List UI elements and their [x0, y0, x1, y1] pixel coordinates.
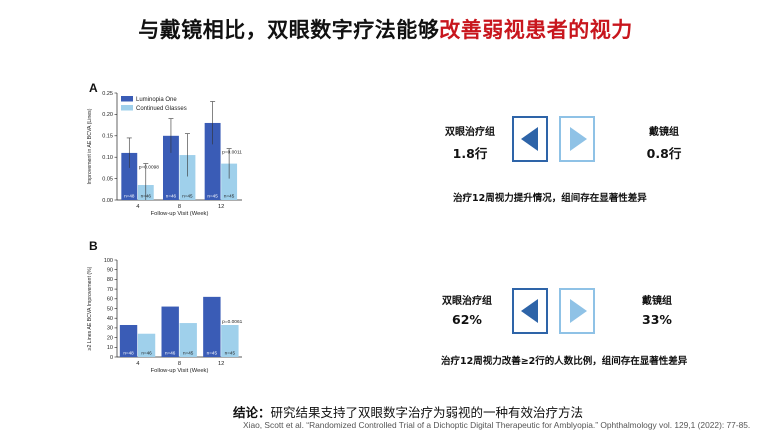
bar-glasses: [179, 323, 197, 357]
title-main: 与戴镜相比，双眼数字疗法能够: [138, 18, 440, 42]
arrow-pair-2: [512, 288, 597, 334]
y-tick-label: 100: [104, 258, 113, 264]
y-axis-label: Improvement in AE BCVA (Lines): [87, 108, 93, 184]
glasses-value-2: 33%: [642, 312, 672, 327]
legend-swatch: [121, 105, 133, 111]
bar-luminopia: [163, 135, 179, 200]
y-tick-label: 0.00: [102, 198, 113, 204]
n-label: n=48: [124, 194, 135, 199]
y-tick-label: 40: [107, 316, 113, 322]
y-tick-label: 0.15: [102, 134, 113, 140]
p-value-label: p=0.0061: [222, 319, 242, 325]
glasses-group-2: 戴镜组 33%: [617, 292, 697, 327]
right-arrow-icon: [559, 116, 595, 162]
y-tick-label: 50: [107, 306, 113, 312]
x-tick-label: 12: [218, 204, 224, 210]
n-label: n=45: [183, 351, 194, 356]
y-tick-label: 0.25: [102, 91, 113, 97]
bar-glasses: [221, 324, 239, 357]
n-label: n=45: [182, 194, 193, 199]
bar-luminopia: [119, 324, 138, 357]
dichoptic-value-2: 62%: [452, 312, 482, 327]
citation: Xiao, Scott et al. “Randomized Controlle…: [243, 420, 751, 430]
n-label: n=46: [141, 351, 152, 356]
legend-label: Continued Glasses: [136, 106, 187, 112]
x-tick-label: 8: [178, 204, 181, 210]
dichoptic-group-2: 双眼治疗组 62%: [427, 292, 507, 327]
y-tick-label: 0.20: [102, 112, 113, 118]
p-value-label: p=0.0011: [222, 150, 242, 156]
n-label: n=45: [207, 351, 218, 356]
legend-swatch: [121, 96, 133, 102]
right-arrow-icon: [559, 288, 595, 334]
n-label: n=46: [166, 194, 177, 199]
dichoptic-group-1: 双眼治疗组 1.8行: [430, 123, 510, 162]
note-2: 治疗12周视力改善≥2行的人数比例，组间存在显著性差异: [441, 356, 688, 367]
y-tick-label: 60: [107, 297, 113, 303]
bar-luminopia: [161, 306, 179, 357]
chart-b: ≥2 Lines AE BCVA Improvement (%) 0 10 20 30 4…: [87, 258, 243, 374]
x-tick-label: 4: [136, 204, 140, 210]
x-tick-label: 8: [178, 361, 181, 367]
glasses-group-1: 戴镜组 0.8行: [624, 123, 704, 162]
y-tick-label: 80: [107, 277, 113, 283]
glasses-label-2: 戴镜组: [642, 296, 672, 307]
conclusion-text: 研究结果支持了双眼数字治疗为弱视的一种有效治疗方法: [270, 405, 584, 420]
bar-luminopia: [203, 296, 221, 357]
bar-glasses: [221, 163, 238, 200]
conclusion-label: 结论：: [233, 405, 271, 420]
legend-label: Luminopia One: [136, 97, 177, 103]
y-tick-label: 0.10: [102, 155, 113, 161]
y-tick-label: 20: [107, 335, 113, 341]
n-label: n=46: [165, 351, 176, 356]
x-axis-label: Follow-up Visit (Week): [151, 368, 209, 374]
panel-a-letter: A: [89, 81, 98, 95]
n-label: n=45: [224, 194, 235, 199]
left-arrow-icon: [512, 288, 548, 334]
y-tick-label: 70: [107, 287, 113, 293]
bar-glasses: [179, 155, 196, 200]
bar-luminopia: [204, 122, 221, 200]
glasses-label-1: 戴镜组: [649, 127, 679, 138]
x-tick-label: 4: [136, 361, 140, 367]
y-tick-label: 90: [107, 268, 113, 274]
y-tick-label: 0.05: [102, 176, 113, 182]
glasses-value-1: 0.8行: [646, 146, 682, 161]
conclusion: 结论：研究结果支持了双眼数字治疗为弱视的一种有效治疗方法: [233, 402, 583, 421]
slide-title: 与戴镜相比，双眼数字疗法能够改善弱视患者的视力: [0, 14, 771, 44]
bar-glasses: [137, 333, 156, 357]
arrow-pair-1: [512, 116, 597, 162]
y-tick-label: 10: [107, 345, 113, 351]
p-value-label: p=0.0098: [139, 165, 159, 171]
dichoptic-label-2: 双眼治疗组: [442, 296, 492, 307]
bar-luminopia: [121, 152, 138, 200]
note-1: 治疗12周视力提升情况，组间存在显著性差异: [453, 193, 647, 204]
dichoptic-label-1: 双眼治疗组: [445, 127, 495, 138]
title-highlight: 改善弱视患者的视力: [439, 18, 633, 42]
left-arrow-icon: [512, 116, 548, 162]
chart-a: Improvement in AE BCVA (Lines) 0.00 0.05 0.…: [87, 91, 242, 217]
y-tick-label: 0: [110, 355, 113, 361]
x-tick-label: 12: [218, 361, 224, 367]
y-axis-label: ≥2 Lines AE BCVA Improvement (%): [87, 266, 93, 350]
n-label: n=46: [141, 194, 152, 199]
y-tick-label: 30: [107, 326, 113, 332]
n-label: n=45: [225, 351, 236, 356]
dichoptic-value-1: 1.8行: [452, 146, 488, 161]
n-label: n=45: [207, 194, 218, 199]
panel-b-letter: B: [89, 239, 98, 253]
x-axis-label: Follow-up Visit (Week): [151, 211, 209, 217]
n-label: n=48: [123, 351, 134, 356]
